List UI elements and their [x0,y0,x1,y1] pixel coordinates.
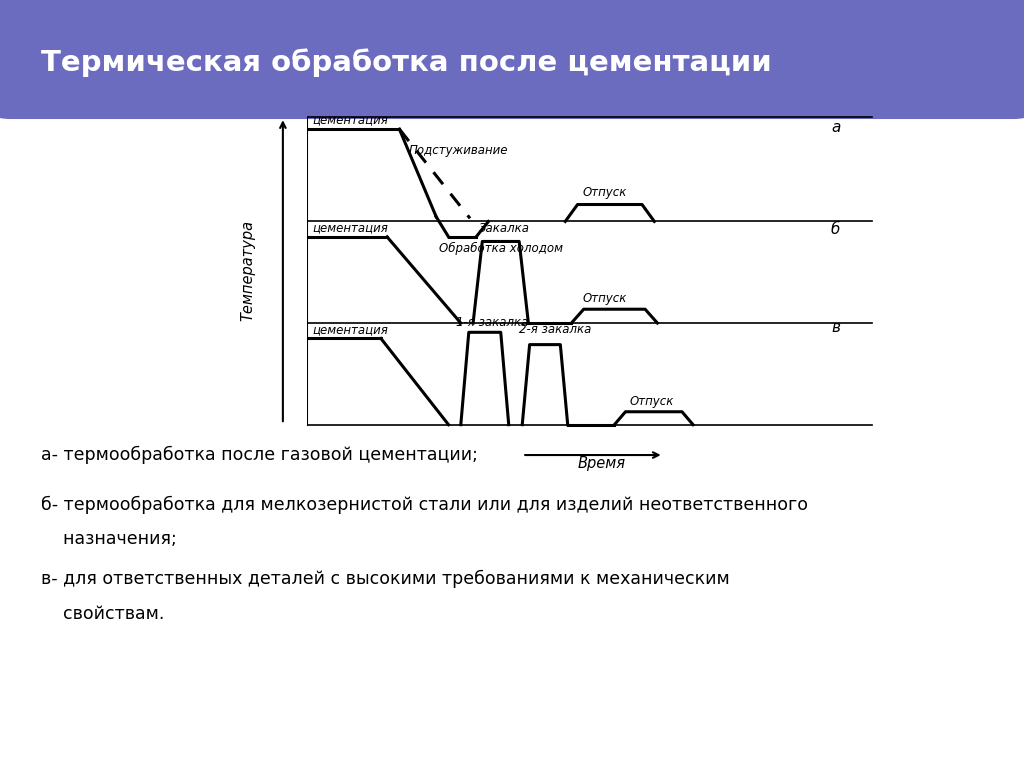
Text: Отпуск: Отпуск [629,395,674,408]
Text: Отпуск: Отпуск [583,187,628,199]
Text: назначения;: назначения; [41,530,177,548]
Text: свойствам.: свойствам. [41,605,164,623]
Text: цементация: цементация [312,323,388,336]
Text: Отпуск: Отпуск [583,292,628,305]
Text: цементация: цементация [312,221,388,234]
Text: а: а [830,120,841,135]
Text: а- термообработка после газовой цементации;: а- термообработка после газовой цементац… [41,445,478,464]
Text: Температура: Температура [240,220,255,321]
Text: Время: Время [578,456,626,471]
FancyBboxPatch shape [0,0,1024,119]
Text: Обработка холодом: Обработка холодом [439,241,563,254]
Text: Термическая обработка после цементации: Термическая обработка после цементации [41,48,772,77]
Text: цементация: цементация [312,114,388,127]
Text: б- термообработка для мелкозернистой стали или для изделий неответственного: б- термообработка для мелкозернистой ста… [41,495,808,514]
Text: 1-я закалка: 1-я закалка [456,316,528,329]
Text: в- для ответственных деталей с высокими требованиями к механическим: в- для ответственных деталей с высокими … [41,570,730,588]
Text: б: б [830,222,841,237]
Text: Закалка: Закалка [479,222,530,235]
Text: 2-я закалка: 2-я закалка [519,323,592,336]
Text: Подстуживание: Подстуживание [409,144,508,157]
Text: в: в [831,320,840,336]
